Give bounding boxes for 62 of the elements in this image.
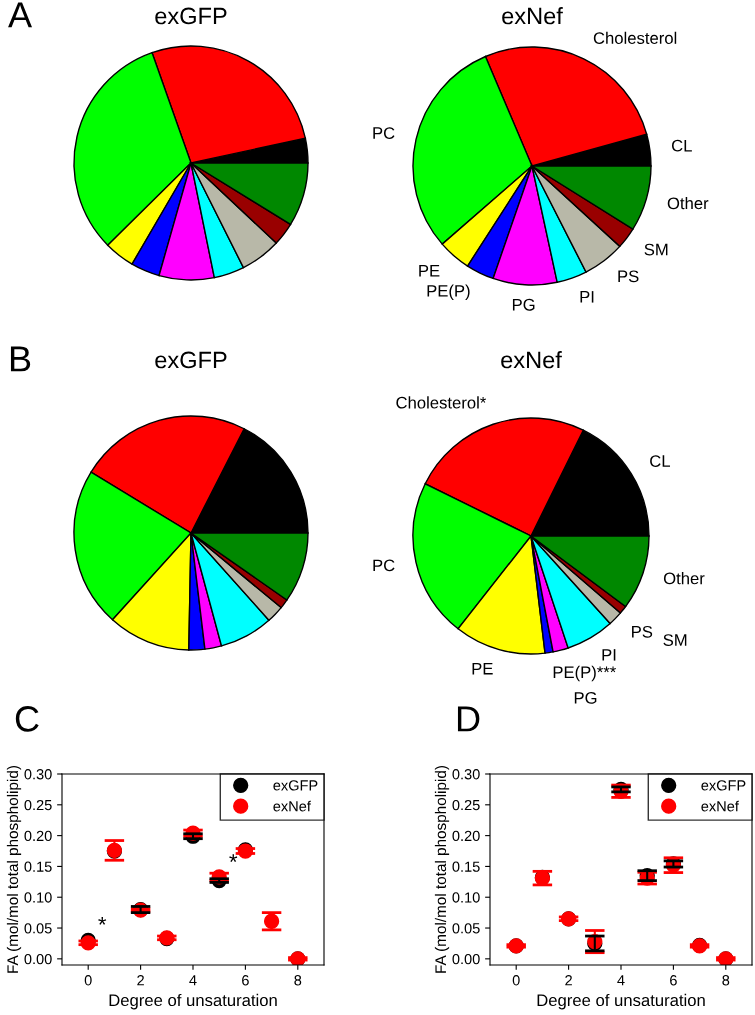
annotation: *: [98, 917, 107, 925]
y-tick-label: 0.05: [24, 923, 52, 934]
slice-label: PE(P)***: [553, 665, 616, 682]
slice-label: PS: [618, 270, 639, 283]
y-tick-label: 0.20: [452, 830, 480, 842]
text: C: [15, 706, 39, 732]
y-tick-label: 0.15: [452, 861, 480, 872]
y-tick-label: 0.30: [24, 769, 52, 780]
legend-label: exNef: [701, 800, 739, 812]
x-tick-label: 2: [137, 975, 144, 986]
x-tick-label: 4: [189, 975, 197, 986]
y-tick-label: 0.05: [452, 923, 480, 934]
slice-label: PE: [472, 662, 493, 675]
y-tick-label: 0.00: [452, 953, 480, 965]
y-axis-title: FA (mol/mol total phospholipid): [6, 765, 22, 973]
legend-label: exNef: [273, 800, 311, 812]
y-tick-label: 0.25: [452, 799, 480, 811]
slice-label: CL: [671, 139, 692, 152]
slice-label: PI: [602, 649, 616, 661]
text: A: [8, 2, 33, 28]
y-tick-label: 0.10: [452, 892, 480, 903]
x-axis-title: Degree of unsaturation: [537, 993, 705, 1010]
slice-label: PI: [580, 291, 594, 303]
chart-title: exGFP: [155, 7, 227, 25]
chart-title: exNef: [501, 351, 562, 369]
slice-label: PE: [419, 265, 440, 277]
slice-label: PS: [632, 625, 653, 638]
legend-label: exGFP: [701, 780, 746, 791]
x-tick-label: 8: [722, 975, 730, 986]
slice-label: CL: [650, 455, 671, 467]
y-tick-label: 0.15: [24, 861, 52, 872]
x-tick-label: 8: [294, 975, 302, 986]
x-axis-title: Degree of unsaturation: [109, 993, 277, 1010]
slice-label: PG: [574, 691, 597, 704]
chart-title: exNef: [502, 7, 563, 25]
x-tick-label: 6: [670, 975, 677, 986]
text: D: [457, 706, 480, 732]
slice-label: Cholesterol: [593, 31, 677, 44]
x-tick-label: 4: [617, 975, 625, 986]
y-tick-label: 0.20: [24, 830, 52, 842]
annotation: *: [229, 854, 238, 863]
slice-label: PE(P): [427, 284, 470, 301]
x-tick-label: 0: [84, 975, 92, 986]
slice-label: Other: [663, 572, 705, 585]
slice-label: Other: [667, 196, 709, 210]
y-axis-title: FA (mol/mol total phospholipid): [434, 765, 450, 973]
slice-label: PG: [512, 298, 535, 311]
y-tick-label: 0.30: [452, 769, 480, 780]
chart-title: exGFP: [155, 351, 227, 369]
slice-label: SM: [663, 634, 687, 646]
x-tick-label: 0: [512, 975, 520, 986]
slice-label: Cholesterol*: [396, 396, 487, 409]
slice-label: PC: [373, 559, 395, 572]
slice-label: SM: [644, 243, 668, 256]
slice-label: PC: [373, 127, 395, 139]
y-tick-label: 0.25: [24, 799, 52, 811]
y-tick-label: 0.10: [24, 892, 52, 903]
x-tick-label: 6: [242, 975, 249, 986]
x-tick-label: 2: [565, 975, 572, 986]
legend-label: exGFP: [273, 780, 318, 791]
y-tick-label: 0.00: [24, 953, 52, 965]
text: B: [10, 346, 31, 372]
